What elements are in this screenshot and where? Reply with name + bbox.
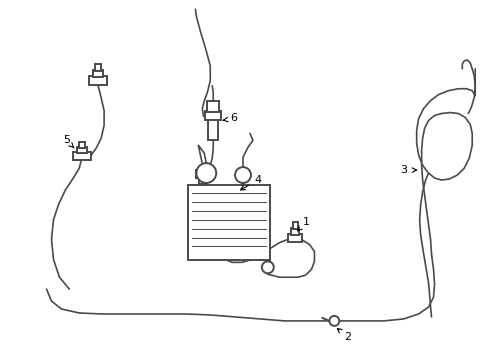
Text: 4: 4	[254, 175, 262, 185]
Text: 5: 5	[63, 135, 70, 145]
Bar	[79, 142, 85, 148]
Circle shape	[235, 167, 251, 183]
Bar	[288, 234, 301, 242]
Bar	[89, 76, 107, 85]
Bar	[189, 185, 270, 260]
Bar	[93, 70, 103, 77]
Bar	[293, 222, 297, 229]
Bar	[291, 228, 298, 235]
Bar	[199, 178, 207, 184]
Text: 3: 3	[400, 165, 407, 175]
Bar	[74, 152, 91, 160]
Text: 6: 6	[231, 113, 238, 123]
Circle shape	[196, 163, 216, 183]
Bar	[95, 64, 101, 71]
Bar	[208, 118, 218, 140]
Circle shape	[262, 261, 274, 273]
Bar	[205, 111, 221, 121]
Text: 1: 1	[303, 217, 310, 227]
Circle shape	[329, 316, 339, 326]
Bar	[196, 170, 210, 178]
Bar	[77, 147, 87, 153]
Text: 2: 2	[343, 332, 351, 342]
Bar	[207, 100, 219, 112]
